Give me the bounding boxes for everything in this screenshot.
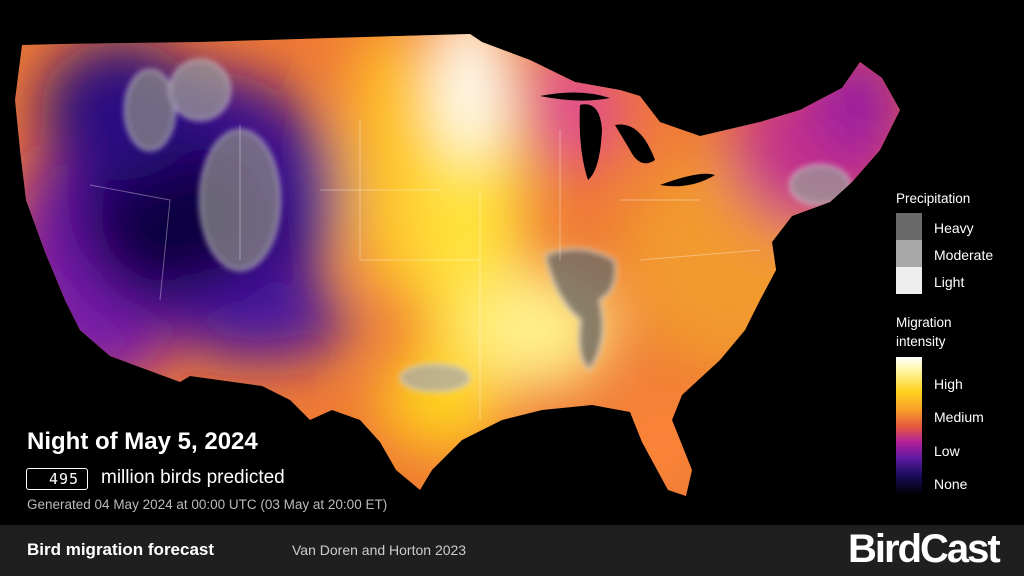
legend-label: Low xyxy=(934,443,960,459)
legend-label: Medium xyxy=(934,409,984,425)
bird-count: 495 xyxy=(26,468,89,490)
legend-title: Precipitation xyxy=(896,191,971,206)
map-title: Night of May 5, 2024 xyxy=(27,428,258,455)
count-label: million birds predicted xyxy=(101,467,285,488)
swatch xyxy=(896,240,922,267)
state-borders xyxy=(89,120,761,420)
legend-label: Heavy xyxy=(934,220,974,236)
legend-title: Migration intensity xyxy=(896,315,952,349)
map xyxy=(15,34,900,496)
footer-bar xyxy=(0,525,1024,576)
footer-credit: Van Doren and Horton 2023 xyxy=(292,542,467,558)
generated-time: Generated 04 May 2024 at 00:00 UTC (03 M… xyxy=(27,497,388,512)
intensity-scale xyxy=(896,357,922,495)
legend-label: Moderate xyxy=(934,247,994,263)
legend-label: None xyxy=(934,476,968,492)
precipitation xyxy=(124,59,851,393)
great-lakes xyxy=(540,92,715,187)
brand-logo: BirdCast xyxy=(848,527,1001,571)
legend-label: Light xyxy=(934,274,965,290)
legend-label: High xyxy=(934,376,963,392)
swatch xyxy=(896,267,922,294)
swatch xyxy=(896,213,922,240)
footer-title: Bird migration forecast xyxy=(27,540,215,559)
